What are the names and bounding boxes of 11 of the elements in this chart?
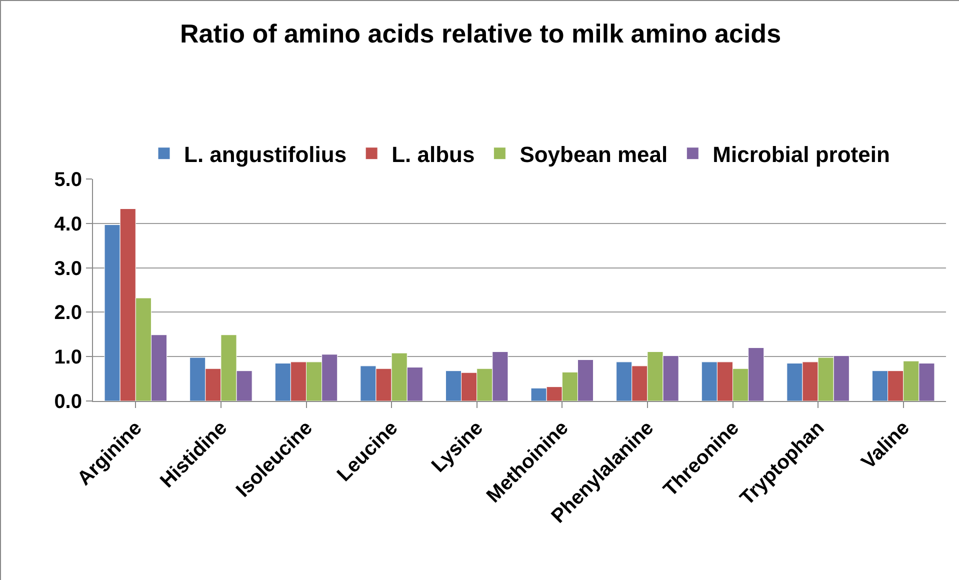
y-tick-label: 3.0: [54, 258, 82, 280]
legend-label: L. albus: [392, 142, 475, 167]
y-tick-label: 1.0: [54, 346, 82, 369]
y-tick-label: 0.0: [54, 391, 82, 413]
chart-title: Ratio of amino acids relative to milk amino acids: [180, 18, 782, 48]
legend-label: L. angustifolius: [184, 142, 347, 167]
y-tick-label: 4.0: [54, 213, 82, 236]
legend-label: Soybean meal: [520, 142, 668, 167]
y-tick-label: 5.0: [54, 169, 82, 191]
y-tick-label: 2.0: [54, 302, 82, 324]
legend-label: Microbial protein: [712, 142, 890, 167]
